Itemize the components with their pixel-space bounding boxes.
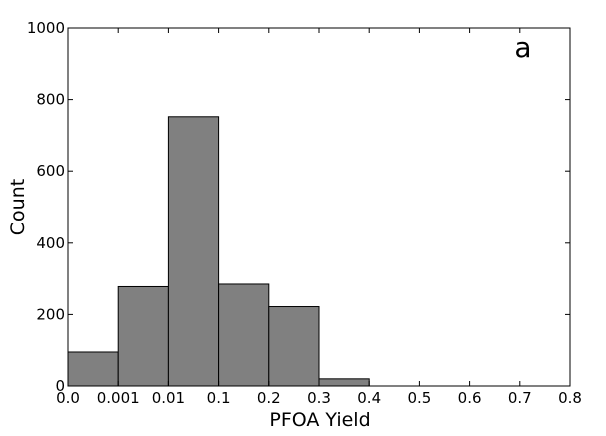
x-tick-label: 0.2: [257, 389, 281, 407]
x-tick-label: 0.0: [56, 389, 80, 407]
y-tick-label: 600: [36, 162, 65, 180]
x-tick-label: 0.4: [357, 389, 381, 407]
bars-group: [67, 116, 370, 387]
x-axis: 0.0 0.001 0.01 0.1 0.2 0.3 0.4 0.5 0.6 0.7 0.8: [56, 28, 582, 407]
y-axis-label: Count: [7, 179, 29, 235]
y-tick-label: 1000: [27, 19, 65, 37]
y-tick-label: 200: [36, 305, 65, 323]
bar-0.3-0.4: [318, 378, 370, 387]
x-tick-label: 0.7: [508, 389, 532, 407]
y-axis: 0 200 400 600 800 1000: [27, 19, 570, 395]
bar-0.01-0.1: [167, 116, 220, 387]
bar-0.1-0.2: [218, 283, 270, 387]
x-tick-label: 0.1: [207, 389, 231, 407]
y-tick-label: 800: [36, 91, 65, 109]
panel-label: a: [514, 31, 531, 64]
bar-0.0-0.001: [67, 351, 119, 387]
x-tick-label: 0.5: [407, 389, 431, 407]
x-tick-label: 0.3: [307, 389, 331, 407]
bar-0.2-0.3: [268, 306, 320, 387]
x-tick-label: 0.001: [97, 389, 140, 407]
y-tick-label: 400: [36, 234, 65, 252]
x-axis-label: PFOA Yield: [269, 409, 370, 431]
bar-0.001-0.01: [117, 285, 169, 387]
x-tick-label: 0.6: [458, 389, 482, 407]
y-tick-label: 0: [55, 377, 65, 395]
x-tick-label: 0.01: [152, 389, 185, 407]
x-tick-label: 0.8: [558, 389, 582, 407]
